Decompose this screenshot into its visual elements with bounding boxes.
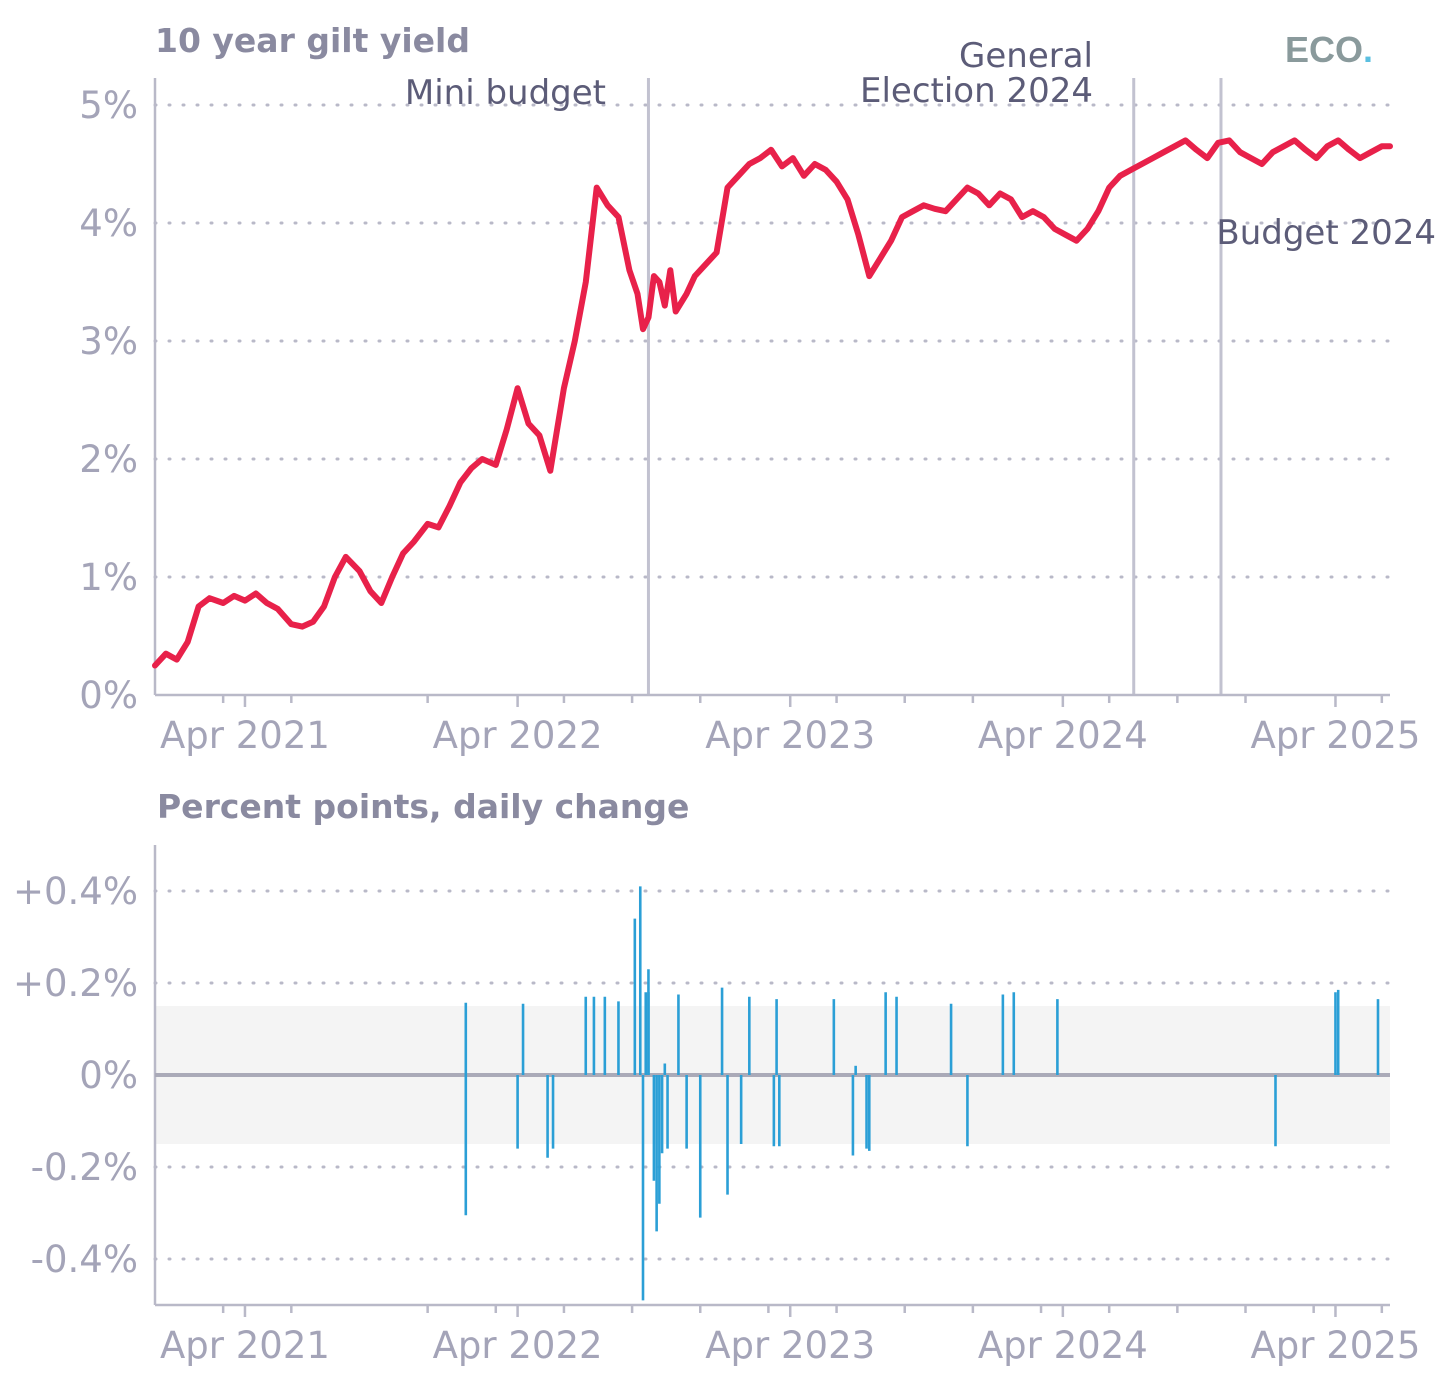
bottom-change-bars (464, 886, 1380, 1301)
top-x-tick-label-0: Apr 2021 (160, 714, 330, 757)
bottom-y-tick-label-1: +0.2% (13, 962, 138, 1005)
budget-2024-label: Budget 2024 (1216, 213, 1436, 253)
bottom-y-tick-label-4: -0.4% (31, 1238, 138, 1281)
eco-logo-dot: . (1363, 29, 1373, 70)
bottom-y-tick-label-0: +0.4% (13, 870, 138, 913)
top-event-lines (646, 78, 1223, 695)
top-y-tick-labels: 0% 1% 2% 3% 4% 5% (79, 84, 138, 717)
general-election-label-line-2: Election 2024 (860, 71, 1093, 111)
top-gridlines (153, 103, 1392, 579)
top-x-tick-label-2: Apr 2023 (705, 714, 875, 757)
eco-logo: ECO. (1285, 29, 1373, 70)
top-y-tick-label-5: 5% (79, 84, 138, 127)
general-election-label: General Election 2024 (860, 36, 1093, 111)
bottom-x-tick-labels: Apr 2021 Apr 2022 Apr 2023 Apr 2024 Apr 2025 (160, 1324, 1420, 1367)
top-x-tick-label-4: Apr 2025 (1251, 714, 1421, 757)
top-y-tick-label-2: 2% (79, 438, 138, 481)
bottom-x-tick-label-4: Apr 2025 (1251, 1324, 1421, 1367)
top-yield-series (152, 137, 1393, 669)
top-x-tick-label-1: Apr 2022 (433, 714, 603, 757)
top-chart-title: 10 year gilt yield (155, 21, 470, 60)
bottom-y-tick-labels: +0.4% +0.2% 0% -0.2% -0.4% (13, 870, 138, 1281)
bottom-x-tick-label-1: Apr 2022 (433, 1324, 603, 1367)
bottom-x-tick-label-0: Apr 2021 (160, 1324, 330, 1367)
top-x-tick-labels: Apr 2021 Apr 2022 Apr 2023 Apr 2024 Apr 2025 (160, 714, 1420, 757)
top-x-tick-label-3: Apr 2024 (978, 714, 1148, 757)
top-y-tick-label-4: 4% (79, 202, 138, 245)
bottom-x-tick-label-2: Apr 2023 (705, 1324, 875, 1367)
bottom-y-tick-label-3: -0.2% (31, 1146, 138, 1189)
general-election-label-line-1: General (959, 36, 1093, 76)
bottom-gridlines (153, 889, 1392, 1261)
top-axes (153, 78, 1390, 707)
top-y-tick-label-3: 3% (79, 320, 138, 363)
bottom-axes (153, 845, 1390, 1317)
bottom-x-tick-label-3: Apr 2024 (978, 1324, 1148, 1367)
eco-logo-name: ECO (1285, 29, 1363, 70)
top-y-tick-label-1: 1% (79, 556, 138, 599)
mini-budget-label: Mini budget (405, 73, 606, 113)
bottom-chart-title: Percent points, daily change (157, 787, 689, 826)
bottom-y-tick-label-2: 0% (79, 1054, 138, 1097)
top-y-tick-label-0: 0% (79, 674, 138, 717)
yield-line-0 (152, 137, 1393, 669)
